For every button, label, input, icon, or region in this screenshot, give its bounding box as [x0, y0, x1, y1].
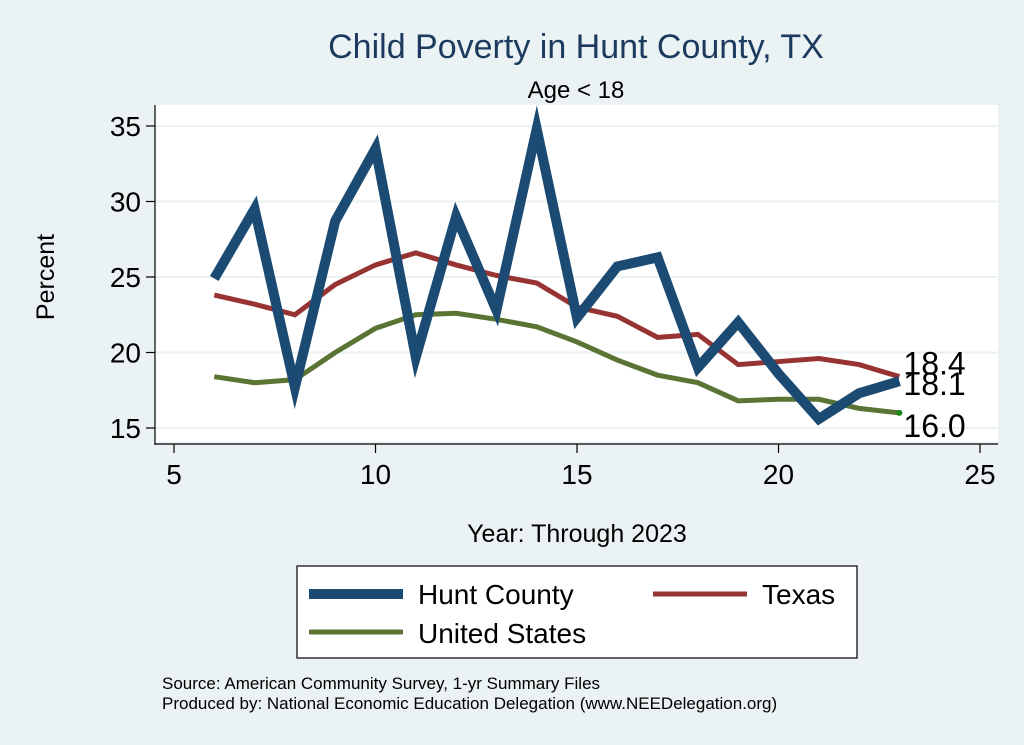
legend-box: [296, 565, 858, 659]
x-tick-label-15: 15: [561, 459, 592, 490]
x-tick-label-5: 5: [166, 459, 182, 490]
endpoint-marker-united-states: [896, 409, 903, 416]
end-label-united-states: 16.0: [903, 408, 965, 444]
end-label-texas: 18.4: [903, 346, 965, 382]
series-line-united-states: [213, 310, 900, 416]
producer-note: Produced by: National Economic Education…: [162, 694, 777, 713]
series-layer: [209, 105, 903, 426]
y-tick-label-25: 25: [110, 262, 141, 293]
legend: Hunt County Texas United States: [296, 565, 858, 659]
chart-title: Child Poverty in Hunt County, TX: [328, 28, 824, 66]
y-tick-label-30: 30: [110, 187, 141, 218]
y-tick-label-15: 15: [110, 413, 141, 444]
x-axis-label: Year: Through 2023: [467, 520, 687, 548]
x-tick-label-20: 20: [763, 459, 794, 490]
legend-label-united-states: United States: [418, 618, 586, 649]
source-note: Source: American Community Survey, 1-yr …: [162, 674, 600, 693]
series-line-hunt-county: [209, 105, 901, 426]
y-tick-label-35: 35: [110, 111, 141, 142]
end-labels: 18.118.4 16.0: [903, 346, 965, 444]
legend-label-hunt-county: Hunt County: [418, 579, 574, 610]
chart-subtitle: Age < 18: [528, 77, 625, 104]
y-tick-label-20: 20: [110, 338, 141, 369]
x-tick-label-25: 25: [964, 459, 995, 490]
axes: 15 20 25 30 35 5 10 15 20 25: [110, 105, 998, 490]
grid: [155, 125, 998, 429]
series-line-texas: [213, 250, 901, 380]
x-tick-label-10: 10: [360, 459, 391, 490]
legend-label-texas: Texas: [762, 579, 835, 610]
y-axis-label: Percent: [32, 234, 60, 320]
end-label-hunt-county: 18.1: [903, 366, 965, 402]
